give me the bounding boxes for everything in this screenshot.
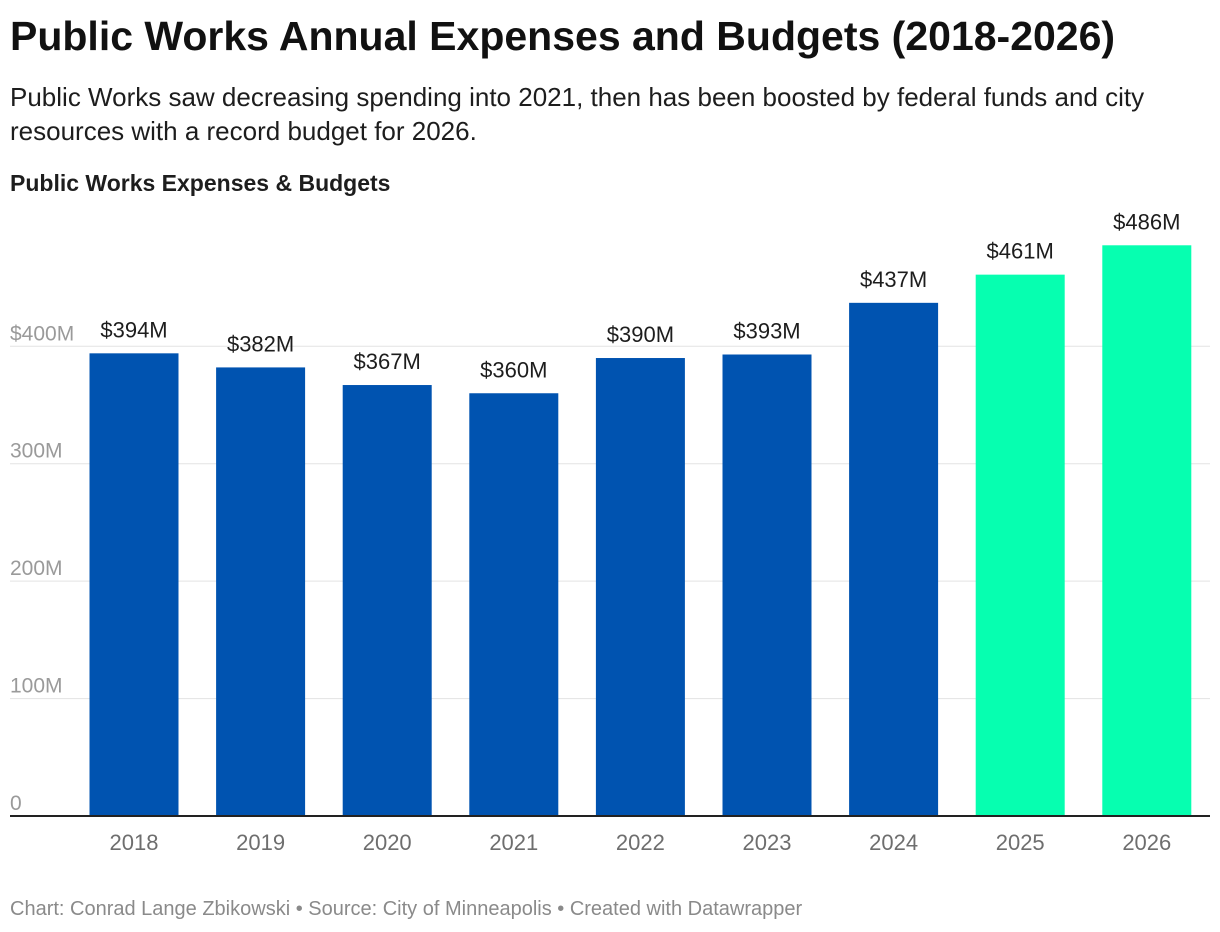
data-label: $461M bbox=[987, 239, 1054, 264]
x-tick-label: 2021 bbox=[489, 830, 538, 855]
x-tick-label: 2025 bbox=[996, 830, 1045, 855]
bar-2020 bbox=[342, 385, 432, 816]
chart-title: Public Works Expenses & Budgets bbox=[10, 170, 391, 196]
y-tick-label: 100M bbox=[10, 675, 63, 698]
y-tick-label: 200M bbox=[10, 557, 63, 580]
bar-2021 bbox=[469, 393, 559, 816]
bar-2022 bbox=[595, 358, 685, 816]
y-tick-label: $400M bbox=[10, 322, 74, 345]
x-tick-label: 2023 bbox=[743, 830, 792, 855]
bar-2023 bbox=[722, 354, 812, 816]
page-subtitle: Public Works saw decreasing spending int… bbox=[10, 82, 1145, 146]
x-tick-label: 2026 bbox=[1122, 830, 1171, 855]
bar-2025 bbox=[975, 274, 1065, 816]
chart-credit: Chart: Conrad Lange Zbikowski • Source: … bbox=[10, 898, 803, 920]
x-tick-label: 2022 bbox=[616, 830, 665, 855]
x-tick-label: 2024 bbox=[869, 830, 918, 855]
data-label: $486M bbox=[1113, 209, 1180, 234]
data-label: $393M bbox=[733, 319, 800, 344]
y-tick-label: 300M bbox=[10, 440, 63, 463]
x-tick-label: 2020 bbox=[363, 830, 412, 855]
y-tick-label: 0 bbox=[10, 792, 22, 815]
data-label: $367M bbox=[354, 349, 421, 374]
data-label: $437M bbox=[860, 267, 927, 292]
data-label: $390M bbox=[607, 322, 674, 347]
data-label: $382M bbox=[227, 331, 294, 356]
page-title: Public Works Annual Expenses and Budgets… bbox=[10, 13, 1116, 59]
x-tick-label: 2018 bbox=[110, 830, 159, 855]
data-label: $360M bbox=[480, 357, 547, 382]
x-tick-label: 2019 bbox=[236, 830, 285, 855]
bar-2024 bbox=[849, 302, 939, 816]
bar-2018 bbox=[89, 353, 179, 816]
data-label: $394M bbox=[100, 317, 167, 342]
bar-2019 bbox=[216, 367, 306, 816]
bar-2026 bbox=[1102, 245, 1192, 816]
